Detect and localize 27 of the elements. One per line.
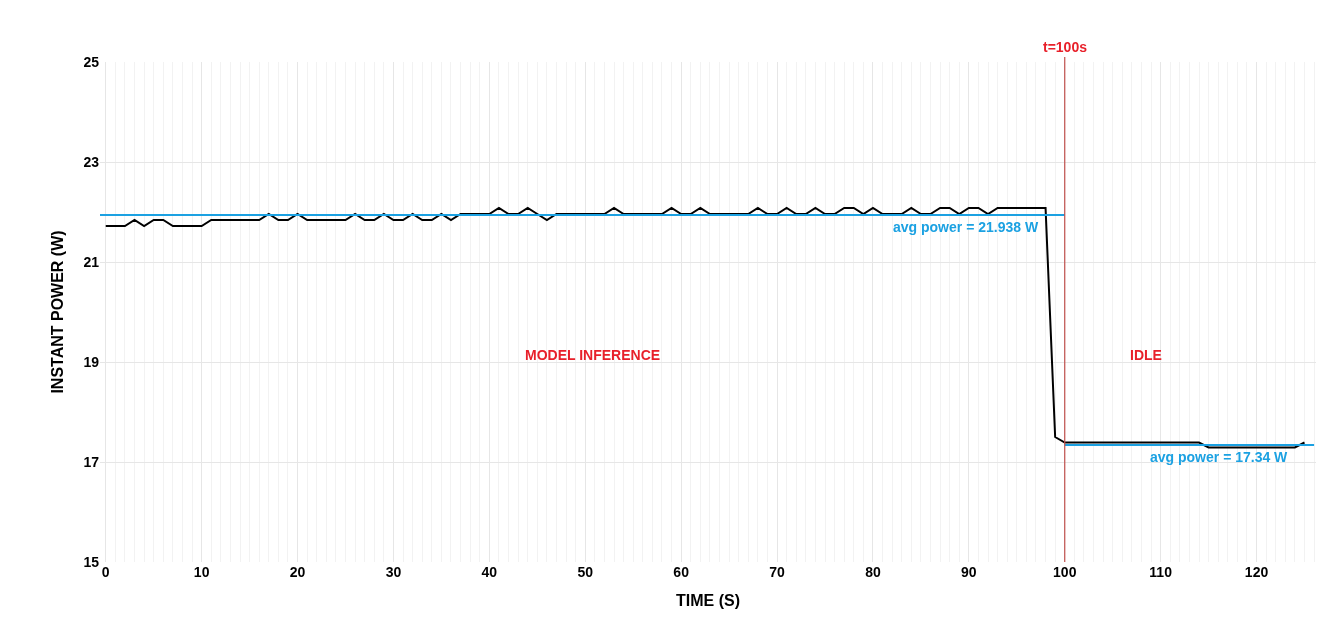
series-label: avg power = 21.938 W	[893, 219, 1039, 235]
series-label: avg power = 17.34 W	[1150, 449, 1289, 465]
x-tick-label: 0	[101, 564, 110, 580]
y-tick-label: 23	[83, 153, 100, 170]
y-axis-title: INSTANT POWER (W)	[49, 230, 67, 394]
annotation: MODEL INFERENCE	[525, 347, 661, 363]
x-tick-label: 40	[481, 564, 498, 580]
x-axis-title: TIME (S)	[676, 591, 740, 609]
x-tick-label: 120	[1244, 564, 1269, 580]
x-tick-label: 60	[673, 564, 690, 580]
x-tick-label: 30	[385, 564, 402, 580]
x-tick-label: 90	[961, 564, 977, 580]
y-tick-label: 17	[83, 453, 100, 470]
line-series	[104, 207, 1306, 449]
ref-line-label: t=100s	[1043, 39, 1088, 55]
x-tick-label: 50	[577, 564, 594, 580]
x-tick-label: 10	[193, 564, 210, 580]
annotation: IDLE	[1130, 347, 1162, 363]
x-tick-label: 100	[1053, 564, 1077, 580]
y-tick-label: 25	[83, 53, 100, 70]
y-tick-label: 21	[83, 253, 100, 270]
y-tick-label: 19	[83, 353, 100, 370]
x-tick-label: 20	[289, 564, 306, 580]
x-tick-label: 110	[1149, 564, 1173, 580]
y-tick-label: 15	[83, 553, 100, 570]
x-tick-label: 70	[769, 564, 786, 580]
x-tick-label: 80	[865, 564, 881, 580]
